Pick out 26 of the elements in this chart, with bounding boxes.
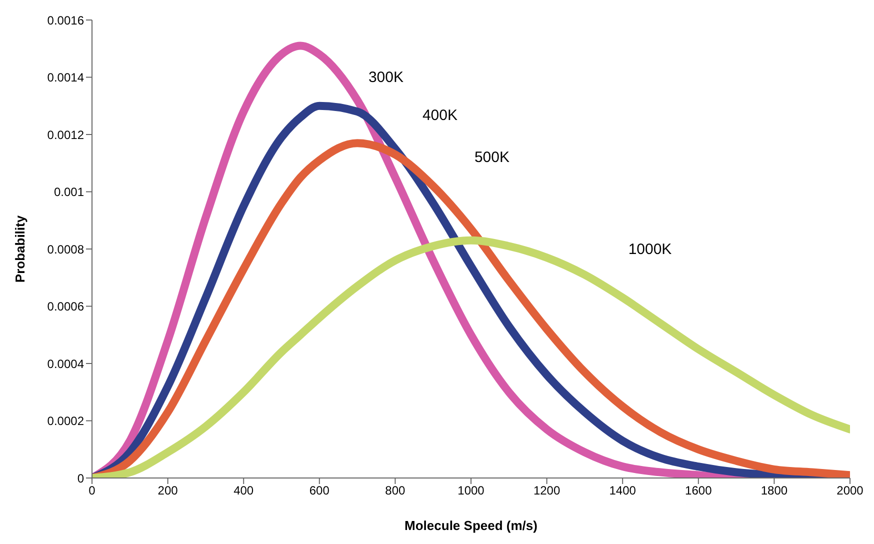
text: 1000K [628, 241, 672, 258]
text: 500K [474, 149, 510, 166]
y-tick-label: 0.0012 [47, 128, 84, 142]
x-tick-label: 1800 [760, 484, 788, 498]
y-tick-label: 0.0004 [47, 356, 84, 371]
y-tick-label: 0 [77, 471, 84, 486]
x-tick-label: 1400 [609, 484, 636, 498]
y-tick-label: 0.001 [54, 185, 84, 200]
y-tick-label: 0.0002 [47, 414, 84, 428]
x-tick-label: 200 [158, 484, 178, 498]
x-tick-label: 600 [309, 484, 330, 498]
y-axis-title: Probability [12, 214, 28, 283]
x-axis-title: Molecule Speed (m/s) [404, 518, 538, 533]
series-label: 300K [368, 69, 404, 86]
y-tick-label: 0.0008 [47, 242, 84, 256]
x-tick-label: 1000 [458, 484, 485, 498]
text: 400K [422, 107, 458, 124]
x-tick-label: 800 [385, 484, 406, 498]
y-tick-label: 0.0016 [47, 13, 84, 28]
x-tick-label: 1200 [533, 484, 560, 498]
x-tick-label: 2000 [836, 484, 864, 498]
x-tick-label: 1600 [685, 484, 712, 498]
y-tick-label: 0.0006 [47, 300, 84, 314]
x-tick-label: 400 [234, 484, 254, 498]
x-tick-label: 0 [88, 484, 96, 498]
y-tick-label: 0.0014 [47, 70, 84, 85]
